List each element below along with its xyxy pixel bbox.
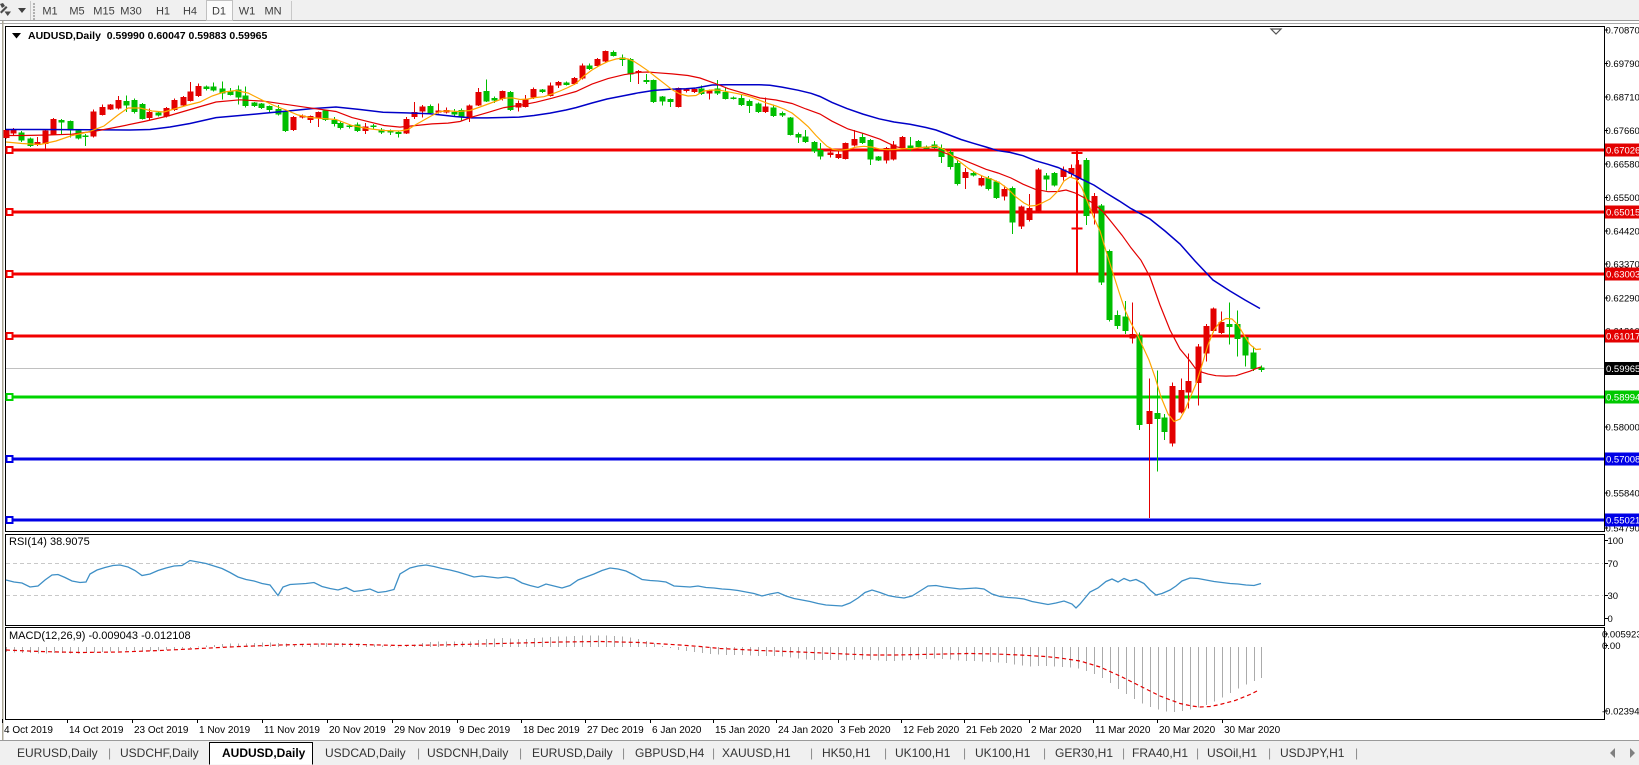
svg-text:|: | — [1268, 746, 1271, 760]
svg-text:3 Feb 2020: 3 Feb 2020 — [840, 725, 891, 736]
svg-text:FRA40,H1: FRA40,H1 — [1132, 746, 1188, 760]
svg-text:|: | — [963, 746, 966, 760]
svg-text:0.67026: 0.67026 — [1606, 146, 1639, 157]
svg-text:GBPUSD,H4: GBPUSD,H4 — [635, 746, 705, 760]
svg-text:1 Nov 2019: 1 Nov 2019 — [199, 725, 251, 736]
svg-text:H1: H1 — [156, 6, 170, 18]
svg-text:RSI(14) 38.9075: RSI(14) 38.9075 — [9, 536, 90, 548]
svg-text:USDCHF,Daily: USDCHF,Daily — [120, 746, 199, 760]
svg-text:|: | — [622, 746, 625, 760]
svg-text:20 Nov 2019: 20 Nov 2019 — [329, 725, 386, 736]
svg-text:0.00: 0.00 — [1602, 641, 1621, 652]
svg-text:24 Jan 2020: 24 Jan 2020 — [778, 725, 833, 736]
svg-text:0.58000: 0.58000 — [1606, 423, 1639, 434]
svg-text:W1: W1 — [239, 6, 256, 18]
svg-text:AUDUSD,Daily: AUDUSD,Daily — [222, 746, 306, 760]
svg-text:EURUSD,Daily: EURUSD,Daily — [532, 746, 613, 760]
svg-text:|: | — [1043, 746, 1046, 760]
svg-text:0.54790: 0.54790 — [1606, 524, 1639, 535]
svg-text:0.65015: 0.65015 — [1606, 208, 1639, 219]
svg-text:30 Mar 2020: 30 Mar 2020 — [1224, 725, 1281, 736]
svg-text:0.63370: 0.63370 — [1606, 260, 1639, 271]
svg-text:0.005923: 0.005923 — [1602, 630, 1639, 641]
svg-text:USDJPY,H1: USDJPY,H1 — [1280, 746, 1345, 760]
svg-text:27 Dec 2019: 27 Dec 2019 — [587, 725, 644, 736]
svg-text:M30: M30 — [120, 6, 141, 18]
svg-text:|: | — [108, 746, 111, 760]
svg-text:H4: H4 — [183, 6, 197, 18]
svg-text:0.66580: 0.66580 — [1606, 160, 1639, 171]
svg-text:11 Nov 2019: 11 Nov 2019 — [264, 725, 320, 736]
svg-text:|: | — [1122, 746, 1125, 760]
svg-text:29 Nov 2019: 29 Nov 2019 — [394, 725, 451, 736]
svg-text:0.70870: 0.70870 — [1606, 26, 1639, 37]
svg-text:0: 0 — [1608, 614, 1613, 625]
svg-text:|: | — [884, 746, 887, 760]
svg-text:0.65500: 0.65500 — [1606, 193, 1639, 204]
svg-text:MN: MN — [264, 6, 281, 18]
svg-text:USDCAD,Daily: USDCAD,Daily — [325, 746, 406, 760]
svg-text:14 Oct 2019: 14 Oct 2019 — [69, 725, 124, 736]
svg-text:EURUSD,Daily: EURUSD,Daily — [17, 746, 98, 760]
svg-text:21 Feb 2020: 21 Feb 2020 — [966, 725, 1023, 736]
svg-text:0.68710: 0.68710 — [1606, 93, 1639, 104]
svg-text:XAUUSD,H1: XAUUSD,H1 — [722, 746, 791, 760]
svg-text:UK100,H1: UK100,H1 — [975, 746, 1031, 760]
svg-text:9 Dec 2019: 9 Dec 2019 — [459, 725, 511, 736]
svg-text:|: | — [810, 746, 813, 760]
svg-text:|: | — [1355, 746, 1358, 760]
svg-text:100: 100 — [1608, 536, 1624, 547]
svg-text:0.55021: 0.55021 — [1606, 516, 1639, 527]
svg-text:HK50,H1: HK50,H1 — [822, 746, 871, 760]
svg-text:11 Mar 2020: 11 Mar 2020 — [1095, 725, 1151, 736]
svg-text:D1: D1 — [212, 6, 226, 18]
svg-text:12 Feb 2020: 12 Feb 2020 — [903, 725, 960, 736]
svg-text:GER30,H1: GER30,H1 — [1055, 746, 1113, 760]
svg-text:0.57008: 0.57008 — [1606, 455, 1639, 466]
svg-text:18 Dec 2019: 18 Dec 2019 — [523, 725, 580, 736]
svg-text:2 Mar 2020: 2 Mar 2020 — [1031, 725, 1082, 736]
svg-text:0.67660: 0.67660 — [1606, 126, 1639, 137]
svg-text:0.69790: 0.69790 — [1606, 59, 1639, 70]
svg-text:USOil,H1: USOil,H1 — [1207, 746, 1257, 760]
svg-text:|: | — [417, 746, 420, 760]
svg-text:UK100,H1: UK100,H1 — [895, 746, 951, 760]
svg-text:M1: M1 — [42, 6, 57, 18]
svg-text:0.63003: 0.63003 — [1606, 270, 1639, 281]
svg-text:6 Jan 2020: 6 Jan 2020 — [652, 725, 702, 736]
svg-text:M5: M5 — [69, 6, 84, 18]
svg-text:4 Oct 2019: 4 Oct 2019 — [4, 725, 53, 736]
svg-text:0.61017: 0.61017 — [1606, 332, 1639, 343]
svg-text:|: | — [712, 746, 715, 760]
svg-text:USDCNH,Daily: USDCNH,Daily — [427, 746, 508, 760]
svg-text:23 Oct 2019: 23 Oct 2019 — [134, 725, 189, 736]
svg-text:0.62290: 0.62290 — [1606, 294, 1639, 305]
svg-text:20 Mar 2020: 20 Mar 2020 — [1159, 725, 1216, 736]
svg-text:0.59965: 0.59965 — [1606, 364, 1639, 375]
svg-text:M15: M15 — [93, 6, 114, 18]
svg-text:70: 70 — [1608, 559, 1619, 570]
svg-text:AUDUSD,Daily 0.59990 0.60047: AUDUSD,Daily 0.59990 0.60047 0.59883 0.5… — [28, 30, 267, 42]
svg-text:0.64420: 0.64420 — [1606, 227, 1639, 238]
svg-text:0.55840: 0.55840 — [1606, 489, 1639, 500]
svg-text:|: | — [519, 746, 522, 760]
svg-text:|: | — [1196, 746, 1199, 760]
svg-text:MACD(12,26,9) -0.009043 -0.012: MACD(12,26,9) -0.009043 -0.012108 — [9, 630, 191, 642]
svg-text:15 Jan 2020: 15 Jan 2020 — [715, 725, 770, 736]
svg-text:30: 30 — [1608, 591, 1619, 602]
svg-text:0.58994: 0.58994 — [1606, 393, 1639, 404]
